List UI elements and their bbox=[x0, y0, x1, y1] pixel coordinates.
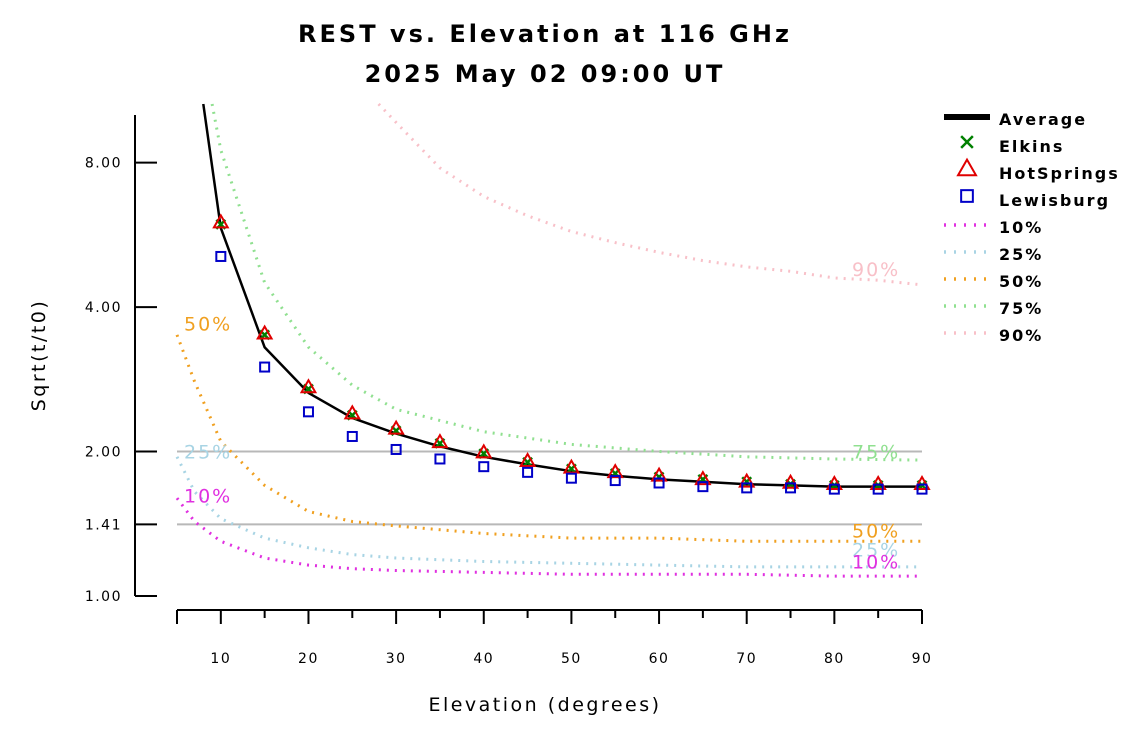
percentile-label-25pct-left: 25% bbox=[184, 442, 232, 464]
marker-hotsprings bbox=[518, 451, 537, 467]
legend: Average Elkins HotSprings Lewisburg 10% 25% 50… bbox=[944, 110, 1120, 345]
series-line-10pct bbox=[175, 497, 922, 578]
marker-hotsprings bbox=[387, 419, 405, 435]
series-line-75pct bbox=[210, 103, 923, 462]
x-tick-label: 30 bbox=[386, 651, 407, 667]
marker-lewisburg bbox=[785, 482, 797, 494]
legend-swatch-elkins-stroke-b bbox=[960, 135, 974, 149]
marker-lewisburg bbox=[259, 361, 271, 373]
x-tick-label: 40 bbox=[473, 651, 494, 667]
average-line-group bbox=[202, 103, 922, 488]
marker-lewisburg bbox=[390, 443, 402, 455]
marker-hotsprings bbox=[475, 443, 493, 459]
marker-hotsprings bbox=[431, 433, 449, 449]
marker-hotsprings bbox=[738, 472, 756, 488]
marker-lewisburg bbox=[828, 483, 840, 495]
marker-lewisburg bbox=[478, 461, 490, 473]
percentile-label-50pct-left: 50% bbox=[184, 313, 232, 335]
legend-label-50pct: 50% bbox=[999, 272, 1043, 291]
percentile-lines bbox=[175, 102, 923, 578]
marker-hotsprings bbox=[694, 470, 712, 486]
legend-label-25pct: 25% bbox=[999, 245, 1043, 264]
percentile-labels: 90%75%50%25%10%50%25%10% bbox=[184, 259, 900, 574]
series-line-90pct bbox=[377, 102, 923, 287]
percentile-label-10pct-left: 10% bbox=[184, 485, 232, 507]
x-tick-label: 80 bbox=[824, 651, 845, 667]
marker-hotsprings bbox=[212, 213, 230, 229]
chart-subtitle: 2025 May 02 09:00 UT bbox=[365, 60, 726, 88]
chart-title: REST vs. Elevation at 116 GHz bbox=[298, 20, 792, 48]
marker-hotsprings bbox=[869, 474, 887, 490]
series-line-25pct bbox=[175, 456, 922, 569]
legend-swatch-lewisburg bbox=[960, 189, 974, 203]
marker-lewisburg bbox=[697, 481, 709, 493]
legend-label-90pct: 90% bbox=[999, 326, 1043, 345]
y-tick-label: 4.00 bbox=[85, 300, 122, 316]
y-tick-label: 1.41 bbox=[85, 517, 122, 533]
marker-lewisburg bbox=[522, 466, 534, 478]
y-tick-label: 8.00 bbox=[85, 156, 122, 172]
percentile-label-75pct-right: 75% bbox=[852, 442, 900, 464]
x-tick-label: 10 bbox=[210, 651, 231, 667]
marker-lewisburg bbox=[872, 483, 884, 495]
x-tick-label: 60 bbox=[649, 651, 670, 667]
legend-swatch-elkins bbox=[960, 135, 974, 149]
percentile-label-50pct-right: 50% bbox=[852, 520, 900, 542]
marker-lewisburg bbox=[434, 453, 446, 465]
marker-lewisburg bbox=[565, 472, 577, 484]
y-axis-label: Sqrt(t/t0) bbox=[28, 299, 50, 412]
x-tick-label: 90 bbox=[912, 651, 933, 667]
marker-hotsprings bbox=[299, 378, 318, 394]
x-tick-label: 20 bbox=[298, 651, 319, 667]
legend-label-hotsprings: HotSprings bbox=[999, 164, 1120, 183]
legend-label-elkins: Elkins bbox=[999, 137, 1064, 156]
legend-label-lewisburg: Lewisburg bbox=[999, 191, 1110, 210]
marker-hotsprings bbox=[781, 473, 800, 489]
marker-hotsprings bbox=[562, 458, 581, 474]
marker-hotsprings bbox=[606, 463, 624, 479]
axes: 1.00 1.41 2.00 4.00 8.00 10 20 30 40 50 60 70 80 90 bbox=[85, 115, 933, 667]
marker-hotsprings bbox=[825, 474, 843, 490]
x-tick-label: 50 bbox=[561, 651, 582, 667]
marker-lewisburg bbox=[653, 477, 665, 489]
series-line-50pct bbox=[175, 334, 922, 543]
percentile-label-10pct-right: 10% bbox=[852, 552, 900, 574]
percentile-label-90pct-right: 90% bbox=[852, 259, 900, 281]
legend-label-average: Average bbox=[999, 110, 1087, 129]
marker-lewisburg bbox=[741, 482, 753, 494]
marker-lewisburg bbox=[302, 406, 314, 418]
legend-label-75pct: 75% bbox=[999, 299, 1043, 318]
marker-lewisburg bbox=[609, 475, 621, 487]
percentile-label-25pct-right: 25% bbox=[852, 539, 900, 561]
marker-lewisburg bbox=[215, 250, 227, 262]
marker-hotsprings bbox=[650, 466, 668, 482]
marker-hotsprings bbox=[913, 474, 931, 490]
marker-lewisburg bbox=[916, 483, 928, 495]
y-tick-label: 1.00 bbox=[85, 589, 122, 605]
x-tick-label: 70 bbox=[736, 651, 757, 667]
marker-hotsprings bbox=[343, 404, 361, 420]
marker-lewisburg bbox=[346, 430, 358, 442]
y-tick-label: 2.00 bbox=[85, 445, 122, 461]
reference-lines bbox=[177, 450, 922, 526]
marker-hotsprings bbox=[256, 324, 274, 340]
series-line-average bbox=[202, 103, 922, 488]
x-axis-label: Elevation (degrees) bbox=[428, 694, 661, 716]
station-markers bbox=[212, 213, 931, 495]
legend-label-10pct: 10% bbox=[999, 218, 1043, 237]
legend-swatch-hotsprings bbox=[956, 157, 978, 177]
